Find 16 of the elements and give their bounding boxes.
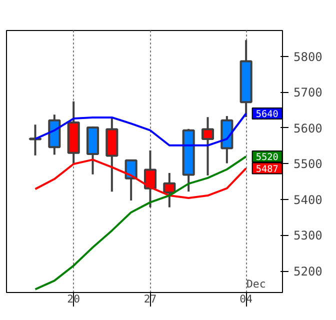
y-tick-label: 5300	[294, 228, 322, 243]
line-series	[34, 155, 248, 290]
y-tick-label: 5500	[294, 157, 322, 172]
line-series	[34, 158, 248, 200]
annotation: Dec	[246, 278, 266, 290]
candlestick	[201, 116, 214, 176]
y-tick-label: 5200	[294, 264, 322, 279]
y-tick-label: 5400	[294, 192, 322, 207]
data-label: 5520	[256, 152, 279, 163]
data-label: 5640	[256, 109, 279, 120]
candlestick	[124, 158, 138, 202]
y-tick-label: 5800	[294, 50, 322, 64]
y-tick-label: 5700	[294, 86, 322, 100]
candlestick	[28, 124, 42, 156]
data-label: 5487	[256, 164, 278, 175]
y-tick-label: 5600	[294, 121, 322, 136]
